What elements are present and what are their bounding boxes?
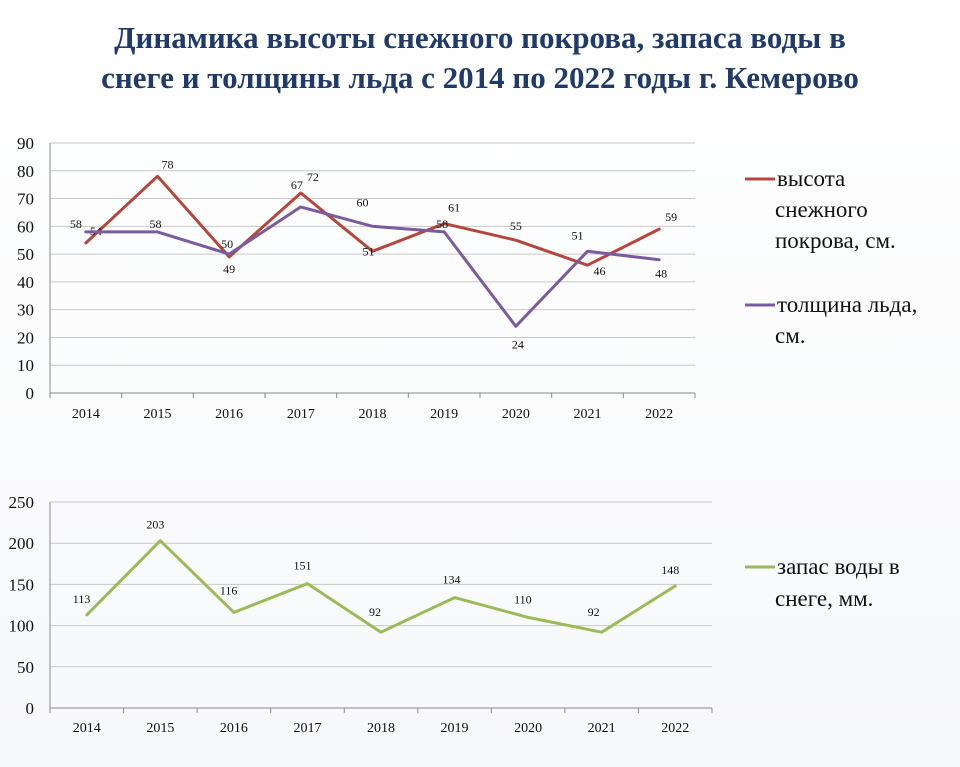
data-label: 58 xyxy=(70,217,82,231)
data-label: 110 xyxy=(514,592,532,606)
title-line-1: Динамика высоты снежного покрова, запаса… xyxy=(114,20,846,55)
data-label: 55 xyxy=(510,219,522,233)
x-tick-label: 2014 xyxy=(73,721,101,736)
data-label: 67 xyxy=(291,178,303,192)
x-tick-label: 2014 xyxy=(72,407,100,422)
data-label: 59 xyxy=(665,210,677,224)
y-tick-label: 30 xyxy=(17,301,34,320)
x-tick-label: 2019 xyxy=(441,721,469,736)
data-label: 151 xyxy=(293,559,311,573)
y-tick-label: 50 xyxy=(17,658,34,677)
x-tick-label: 2017 xyxy=(293,721,321,736)
y-tick-label: 60 xyxy=(17,217,34,236)
data-label: 51 xyxy=(572,228,584,242)
title-line-2: снеге и толщины льда с 2014 по 2022 годы… xyxy=(101,60,859,95)
x-tick-label: 2018 xyxy=(367,721,395,736)
x-tick-label: 2017 xyxy=(287,407,315,422)
data-label: 92 xyxy=(369,605,381,619)
x-tick-label: 2022 xyxy=(661,721,689,736)
x-tick-label: 2021 xyxy=(588,721,616,736)
data-label: 60 xyxy=(357,195,369,209)
data-label: 61 xyxy=(448,201,460,215)
x-tick-label: 2016 xyxy=(215,407,243,422)
y-tick-label: 50 xyxy=(17,245,34,264)
y-tick-label: 150 xyxy=(9,575,35,594)
y-tick-label: 0 xyxy=(26,384,35,403)
data-label: 49 xyxy=(223,262,235,276)
x-tick-label: 2021 xyxy=(574,407,602,422)
series-line-1 xyxy=(84,174,661,267)
data-label: 113 xyxy=(73,592,91,606)
data-label: 24 xyxy=(512,337,524,351)
data-label: 78 xyxy=(162,157,174,171)
x-tick-label: 2022 xyxy=(645,407,673,422)
legend-label: высота xyxy=(777,166,845,191)
data-label: 58 xyxy=(150,217,162,231)
data-label: 72 xyxy=(307,170,319,184)
x-tick-label: 2016 xyxy=(220,721,248,736)
y-tick-label: 20 xyxy=(17,328,34,347)
legend-label: см. xyxy=(775,323,806,348)
legend-label: толщина льда, xyxy=(777,292,917,317)
data-label: 48 xyxy=(655,267,667,281)
x-tick-label: 2015 xyxy=(146,721,174,736)
y-tick-label: 70 xyxy=(17,190,34,209)
legend-label: снеге, мм. xyxy=(775,586,873,611)
data-label: 148 xyxy=(661,563,679,577)
data-label: 46 xyxy=(594,264,606,278)
x-tick-label: 2020 xyxy=(502,407,530,422)
data-label: 58 xyxy=(436,217,448,231)
data-label: 203 xyxy=(146,518,164,532)
legend-label: запас воды в xyxy=(777,554,900,579)
x-tick-label: 2018 xyxy=(359,407,387,422)
legend-label: снежного xyxy=(775,197,868,222)
data-label: 92 xyxy=(588,605,600,619)
data-label: 116 xyxy=(220,583,238,597)
x-tick-label: 2015 xyxy=(144,407,172,422)
data-label: 134 xyxy=(443,573,461,587)
y-tick-label: 90 xyxy=(17,134,34,153)
y-tick-label: 250 xyxy=(9,493,35,512)
series-line-1 xyxy=(85,539,677,634)
legend-label: покрова, см. xyxy=(775,228,896,253)
chart-title: Динамика высоты снежного покрова, запаса… xyxy=(0,18,960,98)
y-tick-label: 0 xyxy=(26,699,35,718)
x-tick-label: 2020 xyxy=(514,721,542,736)
x-tick-label: 2019 xyxy=(430,407,458,422)
data-label: 50 xyxy=(221,237,233,251)
y-tick-label: 10 xyxy=(17,356,34,375)
y-tick-label: 80 xyxy=(17,162,34,181)
series-line-2 xyxy=(84,205,661,328)
y-tick-label: 100 xyxy=(9,617,35,636)
data-label: 51 xyxy=(363,244,375,258)
y-tick-label: 40 xyxy=(17,273,34,292)
y-tick-label: 200 xyxy=(9,534,35,553)
